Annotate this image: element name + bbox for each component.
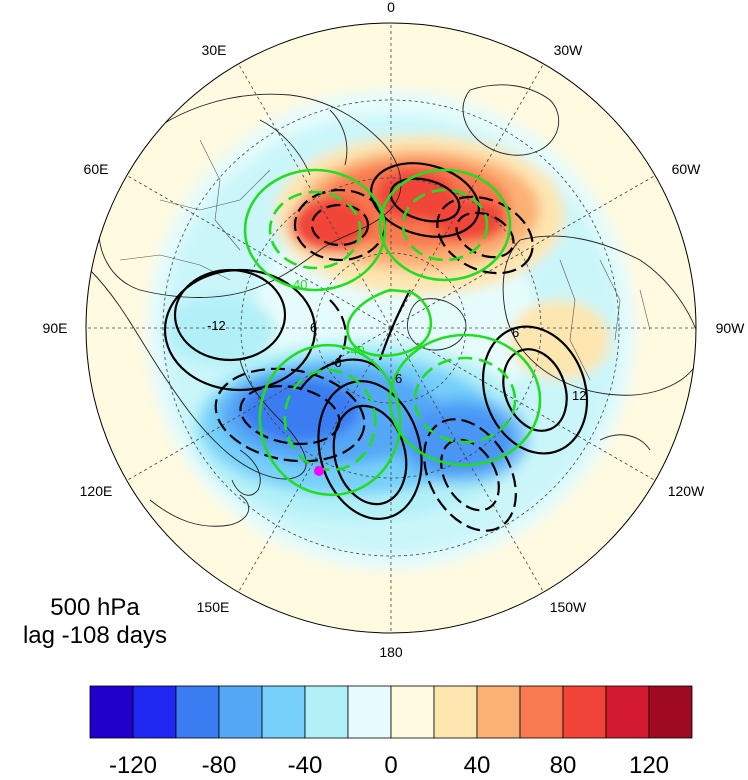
meridian-line <box>126 175 392 329</box>
colorbar-swatch <box>433 685 478 739</box>
black-contours <box>163 162 589 520</box>
colorbar-swatch <box>562 685 607 739</box>
lon-label-120w: 120W <box>668 483 705 499</box>
meridian-line <box>390 175 656 329</box>
green-label-neg40: -40 <box>346 343 365 358</box>
lon-label-150e: 150E <box>197 599 230 615</box>
lon-label-30w: 30W <box>554 42 584 58</box>
colorbar-tick-label: -40 <box>287 752 323 779</box>
contour-label-12: 12 <box>572 388 586 403</box>
colorbar-tick-label: 80 <box>549 752 577 779</box>
meridian-line <box>390 327 656 481</box>
longitude-labels: 0 30W 60W 90W 120W 150W 180 150E 120E 90… <box>43 0 746 660</box>
lon-label-0: 0 <box>387 0 395 15</box>
colorbar-tick-label: -120 <box>108 752 158 779</box>
colorbar-swatch <box>261 685 306 739</box>
colorbar-swatch <box>390 685 435 739</box>
colorbar-swatch <box>347 685 392 739</box>
colorbar-tick-label: 0 <box>384 752 398 779</box>
colorbar-swatch <box>605 685 650 739</box>
colorbar-tick-label: -80 <box>201 752 237 779</box>
colorbar-swatch <box>132 685 177 739</box>
map-boundary <box>85 22 697 634</box>
contour-labels: 6 -6 12 -12 6 6 40 -40 <box>207 277 586 403</box>
green-contours <box>243 168 542 497</box>
colorbar-swatch <box>476 685 521 739</box>
colorbar-swatch <box>304 685 349 739</box>
contour-label-neg6: -6 <box>330 355 342 370</box>
lon-label-150w: 150W <box>550 599 587 615</box>
colorbar-tick-label: 120 <box>628 752 670 779</box>
lag-label: lag -108 days <box>22 622 168 649</box>
lon-label-60e: 60E <box>84 161 109 177</box>
meridian-line <box>390 327 544 593</box>
lon-label-90e: 90E <box>43 320 68 336</box>
colorbar-swatch <box>89 685 134 739</box>
lon-label-60w: 60W <box>672 161 702 177</box>
green-label-40: 40 <box>293 277 307 292</box>
colorbar-swatch <box>648 685 693 739</box>
colorbar-swatch <box>175 685 220 739</box>
green-dashed-contours <box>268 188 517 472</box>
contour-label-neg12: -12 <box>207 318 226 333</box>
contour-label-6-right: 6 <box>512 325 519 340</box>
map-disk: 6 -6 12 -12 6 6 40 -40 <box>86 23 696 633</box>
contour-label-6: 6 <box>310 320 317 335</box>
colorbar-tick-label: 40 <box>463 752 491 779</box>
lon-label-180: 180 <box>379 644 403 660</box>
meridian-line <box>126 327 392 481</box>
pressure-level-label: 500 hPa <box>50 594 140 621</box>
lon-label-90w: 90W <box>716 320 746 336</box>
lon-label-120e: 120E <box>80 483 113 499</box>
lon-label-30e: 30E <box>202 42 227 58</box>
colorbar-swatch <box>218 685 263 739</box>
contour-label-6-bottom: 6 <box>395 371 402 386</box>
reference-point-marker <box>314 466 324 476</box>
meridian-line <box>390 63 544 329</box>
colorbar-swatch <box>519 685 564 739</box>
colorbar <box>89 685 693 739</box>
